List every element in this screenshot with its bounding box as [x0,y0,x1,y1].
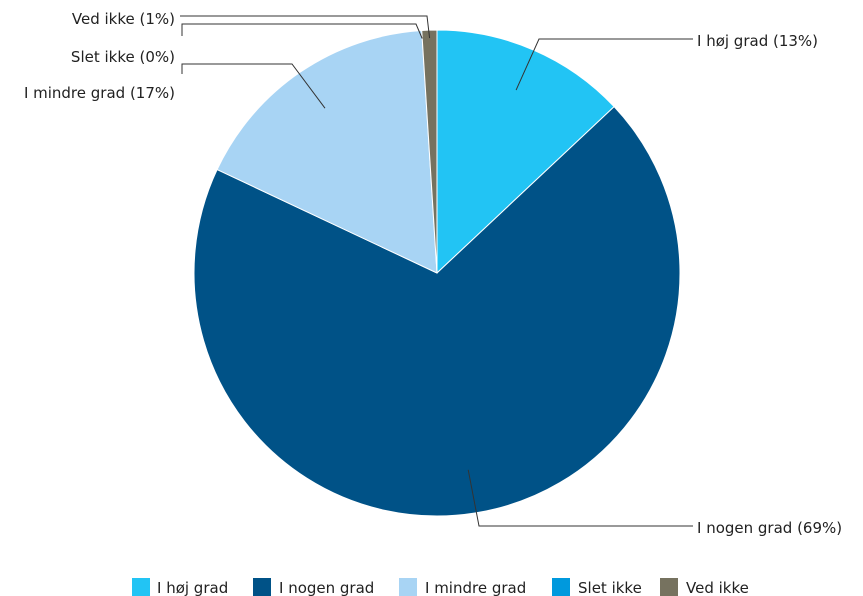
slice-labels: I høj grad (13%) I nogen grad (69%) I mi… [24,10,842,537]
legend-label-i-mindre-grad: I mindre grad [425,579,526,596]
pie-slices [193,29,681,517]
legend-label-slet-ikke: Slet ikke [578,579,642,596]
legend-swatch-i-nogen-grad [253,578,271,596]
legend-swatch-slet-ikke [552,578,570,596]
legend: I høj grad I nogen grad I mindre grad Sl… [132,578,749,596]
slice-i-hoej-grad [436,29,615,275]
slice-i-mindre-grad [216,29,438,274]
legend-swatch-i-mindre-grad [399,578,417,596]
legend-swatch-ved-ikke [660,578,678,596]
label-ved-ikke: Ved ikke (1%) [72,10,175,28]
leader-line-i-hoej-grad [515,38,693,91]
leader-lines [180,15,693,527]
label-i-hoej-grad: I høj grad (13%) [697,32,818,50]
leader-line-ved-ikke [180,15,431,39]
legend-label-i-nogen-grad: I nogen grad [279,579,374,596]
slice-ved-ikke [421,29,438,274]
legend-swatch-i-hoej-grad [132,578,150,596]
legend-label-i-hoej-grad: I høj grad [157,579,228,596]
leader-line-i-nogen-grad [467,469,693,527]
legend-label-ved-ikke: Ved ikke [686,579,749,596]
slice-i-nogen-grad [193,105,681,517]
label-i-nogen-grad: I nogen grad (69%) [697,519,842,537]
leader-line-i-mindre-grad [181,63,326,109]
leader-line-slet-ikke [181,23,423,39]
label-i-mindre-grad: I mindre grad (17%) [24,84,175,102]
label-slet-ikke: Slet ikke (0%) [71,48,175,66]
